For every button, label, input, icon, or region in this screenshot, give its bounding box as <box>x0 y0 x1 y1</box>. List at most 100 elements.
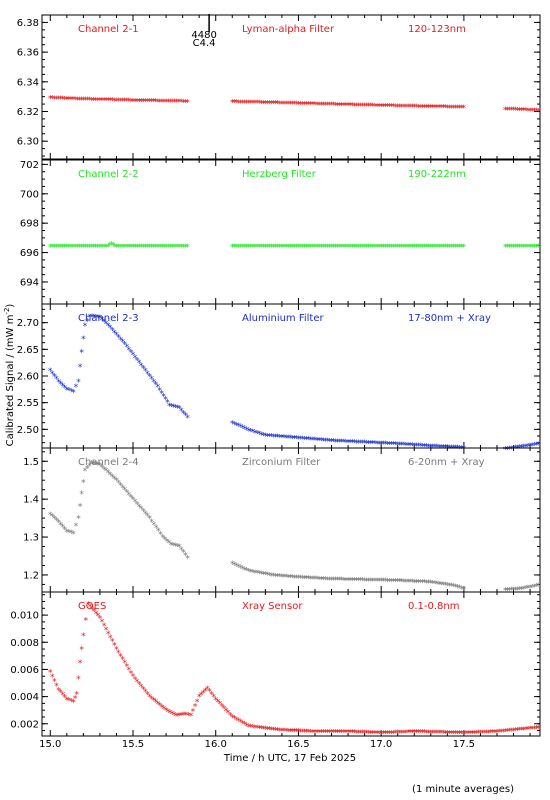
data-point: * <box>418 729 423 739</box>
data-point: * <box>513 727 518 737</box>
data-point: * <box>426 729 431 739</box>
data-point: * <box>168 98 173 108</box>
data-point: * <box>352 243 357 253</box>
data-point: * <box>381 577 386 587</box>
data-point: * <box>281 243 286 253</box>
data-point: * <box>507 106 512 116</box>
data-point: * <box>73 522 78 532</box>
data-point: * <box>430 729 435 739</box>
data-point: * <box>181 243 186 253</box>
data-point: * <box>308 101 313 111</box>
data-point: * <box>267 99 272 109</box>
data-point: * <box>143 688 148 698</box>
data-point: * <box>509 727 514 737</box>
data-point: * <box>207 688 212 698</box>
data-point: * <box>428 579 433 589</box>
data-point: * <box>478 729 483 739</box>
data-point: * <box>335 438 340 448</box>
data-point: * <box>393 729 398 739</box>
panel-band-label: 6-20nm + Xray <box>408 457 485 468</box>
data-point: * <box>325 728 330 738</box>
data-point: * <box>356 243 361 253</box>
data-point: * <box>126 346 131 356</box>
data-point: * <box>441 581 446 591</box>
data-point: * <box>159 389 164 399</box>
data-point: * <box>296 435 301 445</box>
data-point: * <box>103 97 108 107</box>
x-tick-label: 15.0 <box>39 739 61 750</box>
data-point: * <box>256 99 261 109</box>
data-point: * <box>383 730 388 740</box>
data-point: * <box>426 243 431 253</box>
data-point: * <box>362 102 367 112</box>
data-point: * <box>246 243 251 253</box>
data-point: * <box>467 730 472 740</box>
data-point: * <box>64 95 69 105</box>
data-point: * <box>252 724 257 734</box>
data-point: * <box>97 243 102 253</box>
data-point: * <box>376 243 381 253</box>
data-point: * <box>110 242 115 252</box>
data-point: * <box>97 614 102 624</box>
data-point: * <box>236 563 241 573</box>
data-point: * <box>290 243 295 253</box>
data-point: * <box>438 581 443 591</box>
data-point: * <box>101 465 106 475</box>
data-point: * <box>370 729 375 739</box>
data-point: * <box>137 243 142 253</box>
data-point: * <box>449 729 454 739</box>
data-point: * <box>403 103 408 113</box>
data-point: * <box>147 98 152 108</box>
data-point: * <box>300 100 305 110</box>
data-point: * <box>360 102 365 112</box>
data-point: * <box>505 445 510 455</box>
data-point: * <box>298 100 303 110</box>
data-point: * <box>185 98 190 108</box>
data-point: * <box>116 243 121 253</box>
data-point: * <box>72 243 77 253</box>
data-point: * <box>420 243 425 253</box>
data-point: * <box>463 730 468 740</box>
data-point: * <box>447 444 452 454</box>
data-point: * <box>321 437 326 447</box>
data-point: * <box>318 243 323 253</box>
panel-filter-label: Zirconium Filter <box>242 457 321 468</box>
data-point: * <box>393 441 398 451</box>
data-point: * <box>412 728 417 738</box>
data-point: * <box>490 729 495 739</box>
data-point: * <box>256 243 261 253</box>
data-point: * <box>177 405 182 415</box>
data-point: * <box>523 107 528 117</box>
panel-channel-label: Channel 2-1 <box>78 24 139 35</box>
data-point: * <box>48 367 53 377</box>
data-point: * <box>263 99 268 109</box>
data-point: * <box>292 100 297 110</box>
data-point: * <box>370 440 375 450</box>
data-point: * <box>391 103 396 113</box>
data-point: * <box>304 100 309 110</box>
data-point: * <box>383 103 388 113</box>
data-point: * <box>461 104 466 114</box>
data-point: * <box>308 243 313 253</box>
panel-frame <box>41 303 541 449</box>
data-point: * <box>99 463 104 473</box>
data-point: * <box>323 728 328 738</box>
x-axis-label: Time / h UTC, 17 Feb 2025 <box>223 753 356 764</box>
data-point: * <box>110 97 115 107</box>
y-tick-label: 694 <box>20 277 39 288</box>
data-point: * <box>362 439 367 449</box>
data-point: * <box>281 727 286 737</box>
data-series: ****************************************… <box>48 460 541 597</box>
data-point: * <box>62 95 67 105</box>
data-point: * <box>335 101 340 111</box>
data-point: * <box>534 582 539 592</box>
data-point: * <box>139 362 144 372</box>
data-point: * <box>267 243 272 253</box>
data-point: * <box>132 97 137 107</box>
data-point: * <box>517 444 522 454</box>
data-point: * <box>443 104 448 114</box>
x-tick-label: 16.5 <box>287 739 309 750</box>
data-point: * <box>381 440 386 450</box>
data-point: * <box>358 102 363 112</box>
data-point: * <box>337 728 342 738</box>
